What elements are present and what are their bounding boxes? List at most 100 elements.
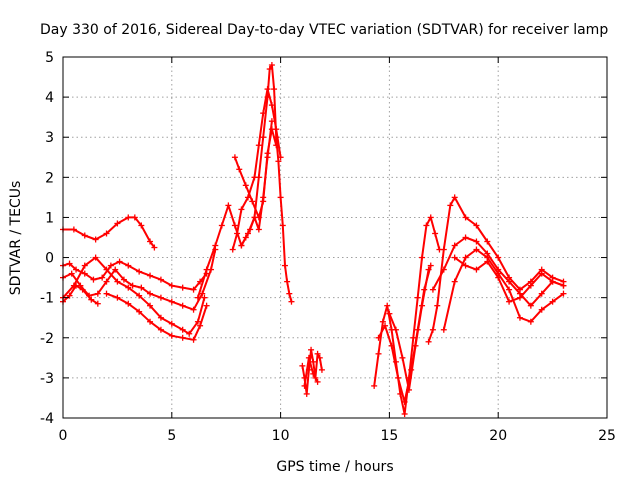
data-point: [388, 342, 395, 349]
plot-frame: [62, 56, 608, 419]
data-point: [81, 262, 88, 269]
data-point: [157, 314, 164, 321]
data-point: [318, 366, 325, 373]
y-tick-label: 3: [45, 130, 54, 146]
data-point: [462, 262, 469, 269]
y-tick-label: 5: [45, 50, 54, 66]
data-point: [273, 142, 280, 149]
data-point: [277, 154, 284, 161]
data-point: [107, 262, 114, 269]
data-point: [260, 194, 267, 201]
series-line: [373, 216, 441, 415]
data-point: [138, 284, 145, 291]
data-point: [451, 242, 458, 249]
data-point: [462, 214, 469, 221]
data-point: [197, 322, 204, 329]
series-track-12: [301, 354, 321, 389]
y-axis-label: SDTVAR / TECUs: [8, 181, 24, 296]
data-point: [88, 296, 95, 303]
data-point: [168, 298, 175, 305]
data-point: [271, 86, 278, 93]
data-point: [527, 282, 534, 289]
series-track-8: [229, 86, 284, 253]
data-point: [190, 306, 197, 313]
data-point: [462, 254, 469, 261]
data-point: [114, 294, 121, 301]
data-point: [419, 302, 426, 309]
data-point: [212, 242, 219, 249]
y-tick-label: -1: [40, 291, 54, 307]
data-point: [527, 302, 534, 309]
series-line: [442, 248, 565, 331]
data-point: [316, 354, 323, 361]
data-point: [549, 298, 556, 305]
data-point: [301, 382, 308, 389]
data-point: [92, 236, 99, 243]
data-point: [190, 286, 197, 293]
data-point: [157, 276, 164, 283]
data-point: [275, 158, 282, 165]
data-point: [231, 222, 238, 229]
y-tick-label: 2: [45, 170, 54, 186]
data-point: [112, 266, 119, 273]
data-point: [114, 220, 121, 227]
data-point: [168, 320, 175, 327]
data-point: [419, 254, 426, 261]
x-tick-label: 5: [167, 428, 176, 444]
data-point: [314, 378, 321, 385]
data-point: [495, 274, 502, 281]
data-point: [151, 244, 158, 251]
data-point: [125, 214, 132, 221]
data-point: [249, 198, 256, 205]
data-point: [427, 214, 434, 221]
data-point: [94, 300, 101, 307]
data-point: [103, 266, 110, 273]
data-point: [203, 302, 210, 309]
data-point: [147, 272, 154, 279]
data-point: [434, 302, 441, 309]
series-track-19: [451, 254, 567, 305]
data-point: [73, 282, 80, 289]
data-point: [310, 370, 317, 377]
data-point: [516, 314, 523, 321]
data-point: [375, 350, 382, 357]
data-point: [90, 276, 97, 283]
data-point: [201, 294, 208, 301]
data-point: [451, 278, 458, 285]
data-point: [81, 232, 88, 239]
data-series: [60, 62, 567, 417]
data-point: [516, 294, 523, 301]
data-point: [314, 350, 321, 357]
data-point: [136, 268, 143, 275]
data-point: [92, 254, 99, 261]
x-tick-label: 25: [598, 428, 616, 444]
data-point: [194, 318, 201, 325]
x-axis-label: GPS time / hours: [276, 459, 393, 475]
data-point: [451, 254, 458, 261]
data-point: [392, 326, 399, 333]
data-point: [401, 410, 408, 417]
data-point: [120, 276, 127, 283]
data-point: [255, 226, 262, 233]
data-point: [231, 154, 238, 161]
data-point: [66, 292, 73, 299]
data-point: [399, 354, 406, 361]
data-point: [277, 194, 284, 201]
data-point: [94, 290, 101, 297]
data-point: [70, 226, 77, 233]
data-point: [260, 110, 267, 117]
data-point: [157, 326, 164, 333]
data-point: [440, 246, 447, 253]
data-point: [147, 318, 154, 325]
data-point: [379, 318, 386, 325]
data-point: [73, 266, 80, 273]
series-line: [105, 292, 208, 341]
x-tick-label: 15: [380, 428, 398, 444]
data-point: [414, 294, 421, 301]
data-point: [66, 260, 73, 267]
data-point: [238, 242, 245, 249]
data-point: [447, 202, 454, 209]
data-point: [255, 142, 262, 149]
data-point: [260, 134, 267, 141]
